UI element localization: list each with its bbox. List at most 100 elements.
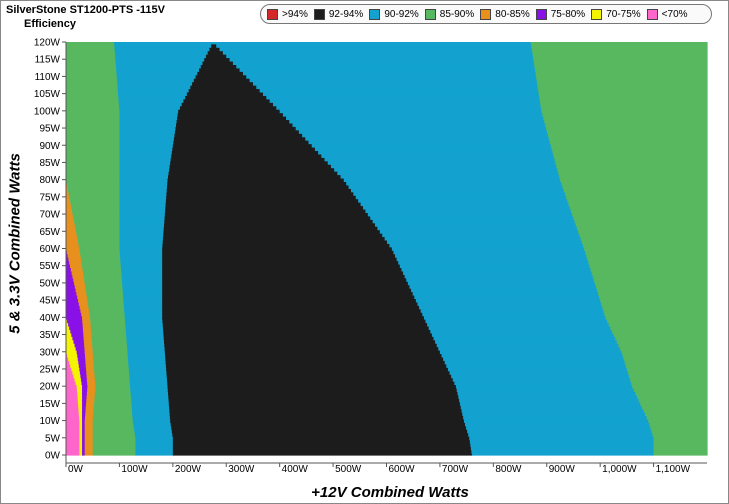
heatmap-cell (119, 164, 171, 169)
heatmap-cell (121, 270, 163, 275)
heatmap-cell (163, 233, 383, 238)
heatmap-cell (169, 405, 462, 410)
heatmap-cell (66, 133, 121, 138)
y-tick-label: 20W (39, 382, 60, 393)
legend-swatch (267, 8, 278, 20)
heatmap-cell (435, 339, 618, 344)
heatmap-cell (85, 363, 95, 368)
heatmap-cell (66, 257, 70, 262)
heatmap-cell (587, 257, 708, 262)
heatmap-cell (162, 243, 391, 248)
heatmap-cell (82, 315, 91, 320)
chart-title: SilverStone ST1200-PTS -115V (6, 4, 165, 16)
heatmap-cell (66, 222, 76, 227)
heatmap-cell (377, 226, 578, 231)
heatmap-cell (292, 122, 546, 127)
heatmap-cell (66, 140, 121, 145)
heatmap-cell (79, 439, 83, 444)
heatmap-cell (93, 405, 133, 410)
heatmap-cell (166, 377, 454, 382)
heatmap-cell (124, 312, 163, 317)
heatmap-cell (92, 353, 129, 358)
heatmap-cell (286, 115, 544, 121)
heatmap-cell (256, 85, 539, 90)
heatmap-cell (427, 322, 610, 327)
heatmap-cell (569, 205, 708, 210)
heatmap-cell (94, 401, 133, 406)
heatmap-cell (615, 336, 708, 341)
heatmap-cell (66, 74, 118, 79)
heatmap-cell (212, 42, 532, 45)
heatmap-cell (82, 387, 88, 392)
heatmap-cell (67, 353, 78, 358)
legend-label: 90-92% (384, 8, 419, 20)
heatmap-cell (626, 367, 708, 372)
heatmap-cell (66, 353, 68, 358)
heatmap-cell (79, 429, 83, 434)
heatmap-cell (66, 78, 118, 83)
heatmap-cell (119, 136, 175, 141)
heatmap-cell (172, 449, 473, 454)
heatmap-cell (66, 360, 70, 365)
heatmap-cell (85, 288, 124, 293)
heatmap-cell (119, 229, 165, 234)
heatmap-cell (92, 425, 135, 430)
heatmap-cell (85, 284, 123, 289)
heatmap-cell (93, 360, 129, 365)
heatmap-cell (551, 146, 708, 152)
heatmap-cell (549, 140, 708, 145)
heatmap-cell (66, 411, 80, 417)
heatmap-cell (119, 184, 168, 189)
y-tick-label: 90W (39, 141, 60, 152)
heatmap-cell (66, 160, 121, 165)
heatmap-cell (66, 305, 81, 310)
heatmap-cell (630, 377, 708, 382)
y-tick-label: 45W (39, 296, 60, 307)
heatmap-cell (94, 391, 132, 396)
heatmap-cell (135, 446, 174, 451)
heatmap-cell (409, 284, 597, 289)
heatmap-cell (581, 239, 708, 244)
heatmap-cell (92, 418, 134, 423)
heatmap-cell (162, 308, 422, 313)
heatmap-cell (72, 208, 121, 213)
heatmap-cell (82, 446, 86, 451)
heatmap-cell (455, 384, 633, 389)
heatmap-cell (66, 343, 76, 348)
heatmap-cell (168, 171, 338, 176)
heatmap-cell (76, 350, 86, 355)
heatmap-cell (411, 288, 598, 293)
heatmap-cell (164, 339, 436, 344)
heatmap-cell (82, 422, 86, 427)
heatmap-cell (535, 71, 708, 76)
heatmap-cell (119, 143, 174, 148)
heatmap-cell (179, 105, 277, 110)
heatmap-cell (175, 126, 297, 131)
heatmap-cell (66, 188, 69, 193)
y-tick-label: 115W (35, 55, 61, 66)
heatmap-cell (471, 453, 655, 456)
heatmap-cell (163, 226, 379, 231)
heatmap-cell (637, 394, 708, 399)
heatmap-cell (604, 312, 708, 317)
heatmap-cell (75, 288, 87, 293)
heatmap-cell (79, 432, 83, 437)
heatmap-cell (605, 315, 708, 320)
heatmap-cell (66, 177, 121, 182)
y-axis-label: 5 & 3.3V Combined Watts (6, 153, 24, 334)
heatmap-cell (122, 284, 163, 289)
heatmap-cell (467, 429, 653, 434)
heatmap-cell (66, 129, 121, 134)
heatmap-cell (74, 343, 85, 348)
heatmap-cell (128, 363, 167, 368)
heatmap-cell (438, 346, 621, 351)
heatmap-cell (72, 370, 81, 375)
heatmap-cell (90, 325, 127, 330)
heatmap-cell (578, 229, 708, 234)
heatmap-cell (199, 67, 241, 72)
heatmap-cell (66, 150, 121, 155)
heatmap-cell (119, 243, 164, 248)
heatmap-cell (412, 291, 599, 296)
legend-label: >94% (282, 8, 308, 20)
heatmap-cell (86, 401, 95, 406)
